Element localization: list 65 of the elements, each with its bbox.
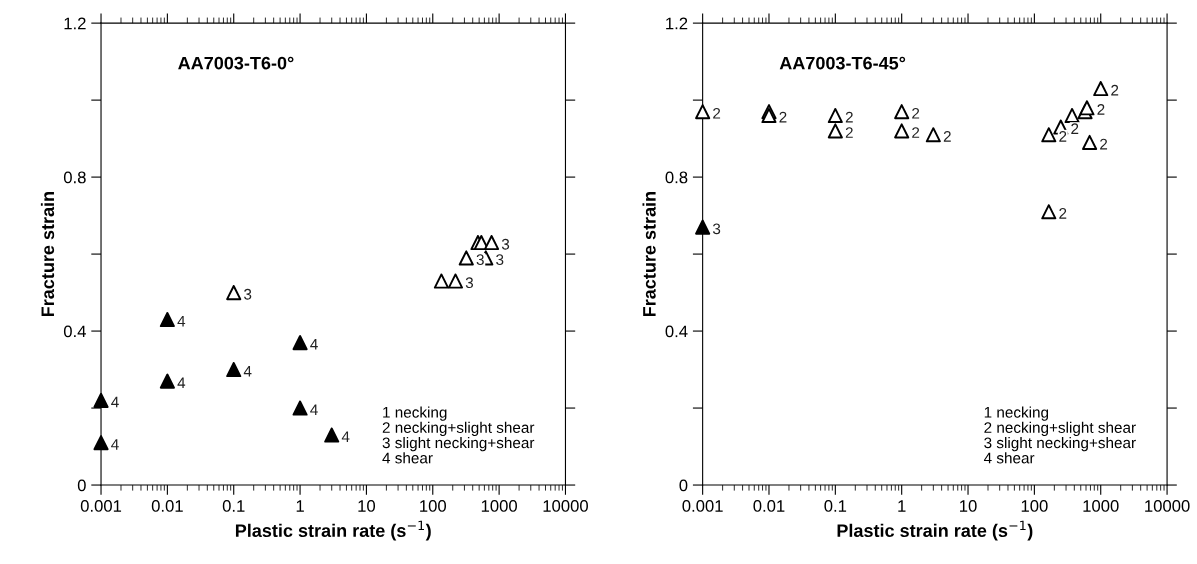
annotation: 4 (111, 439, 119, 450)
annotation: 1 necking (383, 406, 447, 421)
x-tick-label: 0.001 (80, 500, 122, 512)
y-tick-label: 0.4 (665, 325, 688, 338)
annotation: 2 (845, 111, 853, 123)
text: AA7003-T6-0° (178, 56, 294, 70)
annotation: 3 (244, 288, 252, 300)
x-tick-label: 100 (1021, 500, 1048, 512)
annotation: 2 (943, 131, 951, 142)
annotation: 2 (713, 107, 721, 119)
x-tick-label: 10000 (543, 500, 588, 512)
x-tick-label: 10000 (1145, 500, 1190, 512)
annotation: 2 (912, 127, 920, 138)
annotation: 3 (712, 223, 721, 235)
annotation: 3 (496, 254, 504, 266)
x-tick-label: 0.01 (151, 500, 183, 512)
annotation: 4 (310, 404, 318, 415)
annotation: 2 (845, 127, 853, 138)
annotation: 2 (779, 111, 787, 123)
annotation: 4 (310, 339, 318, 350)
annotation: 3 (501, 238, 510, 250)
x-tick-label: 0.001 (682, 500, 723, 512)
y-tick-label: 0.8 (63, 171, 86, 184)
x-tick-label: 1 (898, 500, 906, 512)
y-tick-label: 0.4 (63, 325, 86, 338)
y-tick-label: 1.2 (666, 17, 688, 30)
x-tick-label: 0.01 (753, 500, 785, 512)
annotation: 2 necking+slight shear (984, 421, 1136, 436)
annotation: 1 necking (984, 406, 1049, 421)
annotation: 2 (1059, 131, 1067, 142)
text: AA7003-T6-45° (779, 56, 906, 70)
x-tick-label: 0.1 (222, 500, 245, 512)
annotation: 2 necking+slight shear (382, 421, 535, 436)
annotation: 2 (912, 107, 920, 119)
x-tick-label: 1 (296, 500, 304, 512)
annotation: 3 slight necking+shear (984, 437, 1136, 452)
y-tick-label: 1.2 (64, 17, 86, 30)
x-tick-label: 10 (358, 500, 376, 512)
x-tick-label: 1000 (481, 500, 517, 512)
annotation: 4 (177, 377, 186, 389)
y-axis-title: Fracture strain (40, 191, 55, 317)
y-axis-title: Fracture strain (642, 191, 656, 317)
annotation: 4 (243, 365, 252, 377)
annotation: 3 slight necking+shear (382, 437, 535, 452)
annotation: 3 (476, 254, 484, 266)
annotation: 4 (177, 315, 186, 327)
annotation: 4 (111, 396, 119, 408)
annotation: 2 (1097, 104, 1105, 115)
annotation: 2 (1059, 208, 1067, 219)
y-tick-label: 0.8 (665, 171, 688, 184)
y-tick-label: 0 (679, 479, 688, 492)
x-tick-label: 100 (420, 500, 447, 512)
annotation: 4 shear (382, 452, 433, 464)
x-tick-label: 0.1 (824, 500, 847, 512)
annotation: 4 (341, 431, 350, 442)
annotation: 3 (465, 277, 474, 289)
annotation: 2 (1111, 84, 1119, 96)
x-axis-title: Plastic strain rate (s$^{−1}$) (837, 520, 1033, 541)
y-tick-label: 0 (77, 479, 86, 492)
x-tick-label: 10 (960, 500, 977, 512)
annotation: 4 shear (983, 452, 1035, 464)
x-tick-label: 1000 (1083, 500, 1119, 512)
annotation: 2 (1100, 138, 1108, 150)
annotation: 2 (1071, 123, 1079, 134)
x-axis-title: Plastic strain rate (s$^{−1}$) (235, 520, 431, 541)
